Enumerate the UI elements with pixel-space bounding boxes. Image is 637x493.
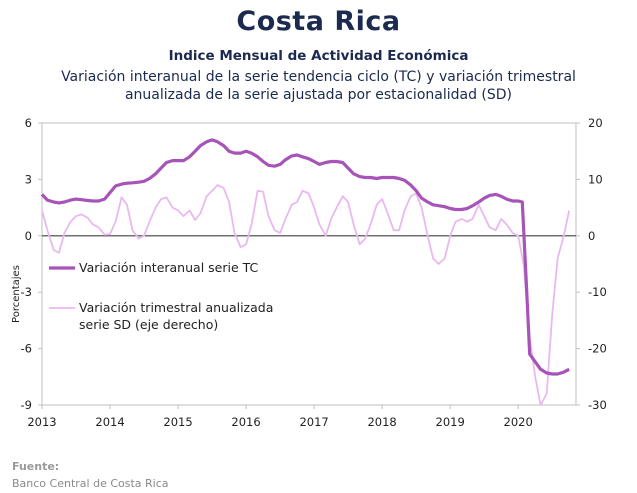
y-tick-label: -3 bbox=[21, 285, 32, 299]
series-tc-group bbox=[40, 138, 570, 376]
y-tick-label: 6 bbox=[25, 116, 32, 130]
y-tick-label: 0 bbox=[25, 229, 32, 243]
series-tc-line bbox=[40, 138, 570, 376]
source-text: Banco Central de Costa Rica bbox=[12, 477, 169, 490]
y2-tick-label: 20 bbox=[588, 116, 603, 130]
chart-subtitle: Indice Mensual de Actividad Económica bbox=[168, 48, 469, 64]
chart-title: Costa Rica bbox=[236, 6, 401, 37]
source-note: Fuente: Banco Central de Costa Rica bbox=[12, 458, 169, 492]
y2-tick-label: -10 bbox=[588, 285, 607, 299]
legend-label-sd-line-2: serie SD (eje derecho) bbox=[79, 317, 218, 332]
source-label: Fuente: bbox=[12, 460, 60, 473]
x-tick-label: 2019 bbox=[436, 415, 465, 429]
chart-description: Variación interanual de la serie tendenc… bbox=[20, 68, 617, 104]
y2-tick-label: 0 bbox=[588, 229, 595, 243]
y-tick-label: -9 bbox=[21, 398, 32, 412]
x-tick-label: 2015 bbox=[163, 415, 192, 429]
x-tick-label: 2016 bbox=[231, 415, 260, 429]
axes-group: 6 3 0 -3 -6 -9 20 10 0 -10 -20 -30 2013 2014 2015 2016 2… bbox=[11, 116, 607, 429]
y2-tick-label: -30 bbox=[588, 398, 607, 412]
y-axis-label: Porcentajes bbox=[11, 265, 22, 323]
x-tick-label: 2013 bbox=[27, 415, 56, 429]
legend-label-tc: Variación interanual serie TC bbox=[79, 260, 259, 275]
legend: Variación interanual serie TC Variación t… bbox=[49, 260, 273, 332]
series-sd-line bbox=[41, 184, 571, 406]
y2-tick-label: -20 bbox=[588, 342, 607, 356]
x-tick-label: 2020 bbox=[504, 415, 533, 429]
legend-label-sd: Variación trimestral anualizada serie SD … bbox=[79, 300, 273, 332]
x-tick-label: 2017 bbox=[299, 415, 328, 429]
y-tick-label: 3 bbox=[25, 172, 32, 186]
description-line-2: anualizada de la serie ajustada por esta… bbox=[124, 87, 513, 103]
y-tick-label: -6 bbox=[21, 342, 32, 356]
y2-tick-label: 10 bbox=[588, 172, 603, 186]
series-sd-group bbox=[41, 184, 571, 406]
x-tick-label: 2014 bbox=[95, 415, 124, 429]
x-tick-label: 2018 bbox=[367, 415, 396, 429]
description-line-1: Variación interanual de la serie tendenc… bbox=[61, 69, 576, 85]
legend-label-sd-line-1: Variación trimestral anualizada bbox=[79, 300, 273, 315]
